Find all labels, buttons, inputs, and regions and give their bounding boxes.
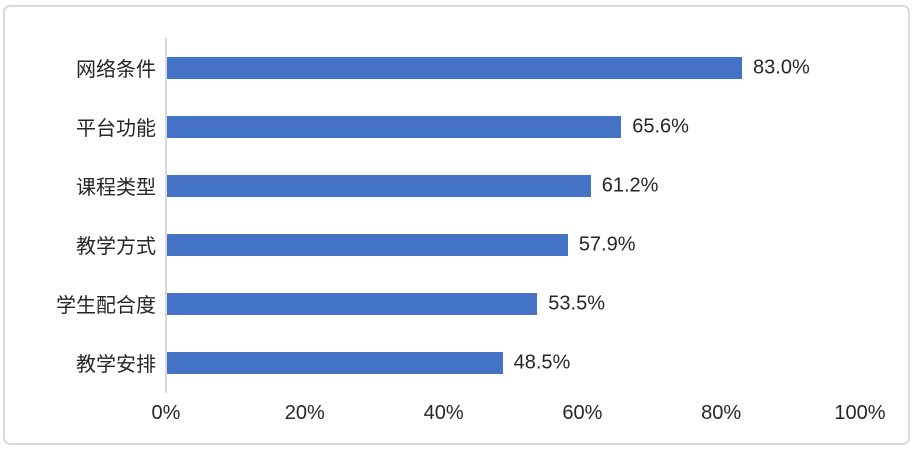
x-tick-label: 60% bbox=[562, 402, 603, 424]
value-label: 83.0% bbox=[753, 56, 810, 78]
value-label: 57.9% bbox=[578, 233, 636, 255]
category-label: 学生配合度 bbox=[56, 295, 156, 317]
value-label: 48.5% bbox=[513, 351, 571, 373]
x-tick-label: 20% bbox=[284, 402, 325, 424]
category-label: 平台功能 bbox=[76, 118, 156, 140]
category-label: 网络条件 bbox=[76, 59, 156, 81]
value-label: 65.6% bbox=[632, 115, 689, 137]
bar bbox=[166, 292, 538, 315]
chart-border bbox=[3, 5, 910, 445]
chart-row: 课程类型 61.2% bbox=[0, 156, 919, 215]
bar-track: 65.6% bbox=[166, 115, 860, 138]
x-tick-label: 100% bbox=[834, 402, 886, 424]
bar-track: 61.2% bbox=[166, 174, 860, 197]
value-label: 61.2% bbox=[601, 174, 659, 196]
bar-track: 53.5% bbox=[166, 292, 860, 315]
x-tick-label: 80% bbox=[701, 402, 742, 424]
chart-row: 教学安排 48.5% bbox=[0, 333, 919, 392]
bar bbox=[166, 233, 568, 256]
category-label: 教学安排 bbox=[76, 354, 156, 376]
x-axis: 0% 20% 40% 60% 80% 100% bbox=[152, 402, 886, 430]
chart-row: 平台功能 65.6% bbox=[0, 97, 919, 156]
value-label: 53.5% bbox=[548, 292, 605, 314]
bar bbox=[166, 115, 622, 138]
category-label: 教学方式 bbox=[76, 236, 156, 258]
plot-area: 网络条件 83.0% 平台功能 65.6% 课程类型 61.2% 教学方式 57.9% 学生配合… bbox=[0, 38, 919, 392]
bar-track: 83.0% bbox=[166, 56, 860, 79]
category-label: 课程类型 bbox=[76, 177, 156, 199]
bar-track: 57.9% bbox=[166, 233, 860, 256]
chart-row: 教学方式 57.9% bbox=[0, 215, 919, 274]
y-axis-line bbox=[165, 38, 167, 393]
bar bbox=[166, 174, 591, 197]
chart-row: 网络条件 83.0% bbox=[0, 38, 919, 97]
chart-row: 学生配合度 53.5% bbox=[0, 274, 919, 333]
bar bbox=[166, 56, 743, 79]
bar bbox=[166, 351, 503, 374]
x-tick-label: 0% bbox=[151, 402, 181, 424]
bar-track: 48.5% bbox=[166, 351, 860, 374]
x-tick-label: 40% bbox=[423, 402, 464, 424]
